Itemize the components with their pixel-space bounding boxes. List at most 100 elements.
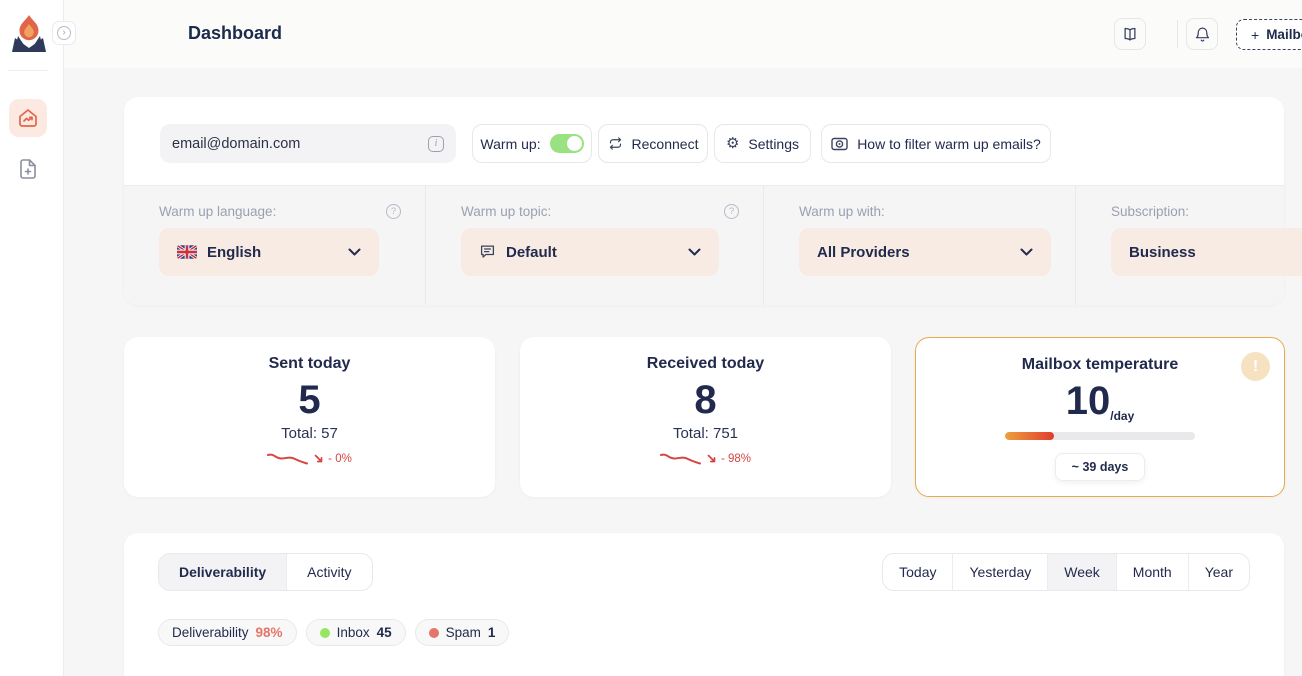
tab-deliverability[interactable]: Deliverability xyxy=(159,554,288,590)
warmup-language-label: Warm up language: xyxy=(159,204,277,219)
sidebar-item-add-template[interactable] xyxy=(11,152,45,186)
info-icon[interactable]: i xyxy=(428,135,444,152)
video-icon xyxy=(831,136,848,151)
warmup-language-select[interactable]: English xyxy=(159,228,379,276)
toggle-knob xyxy=(566,136,582,151)
chat-icon xyxy=(479,244,496,260)
sent-trend-text: - 0% xyxy=(328,452,352,465)
chevron-down-icon xyxy=(348,248,361,256)
settings-label: Settings xyxy=(748,135,800,152)
chevron-right-icon: › xyxy=(57,26,71,40)
column-warmup-topic: Warm up topic: ? Default xyxy=(425,186,763,305)
help-icon[interactable]: ? xyxy=(386,204,401,219)
sidebar: › xyxy=(0,0,76,676)
notifications-button[interactable] xyxy=(1186,18,1218,50)
received-today-value: 8 xyxy=(694,378,717,422)
panel-tabs: Deliverability Activity xyxy=(158,553,373,591)
temperature-value: 10 xyxy=(1065,379,1111,423)
reconnect-label: Reconnect xyxy=(631,135,699,152)
temperature-title: Mailbox temperature xyxy=(1021,356,1179,373)
warmup-with-value: All Providers xyxy=(817,243,910,261)
received-today-trend: - 98% xyxy=(520,452,891,465)
home-trend-icon xyxy=(17,107,39,129)
time-range-selector: Today Yesterday Week Month Year xyxy=(882,553,1250,591)
temperature-progress-track xyxy=(1005,432,1195,440)
add-mailbox-button[interactable]: + Mailbox xyxy=(1236,19,1302,50)
mailbox-config-card: email@domain.com i Warm up: Reconnect ⚙ … xyxy=(124,97,1302,305)
received-today-card: Received today 8 Total: 751 - 98% xyxy=(520,337,891,497)
temperature-progress-fill xyxy=(1005,432,1055,440)
sent-today-value: 5 xyxy=(298,378,321,422)
file-plus-icon xyxy=(16,157,40,181)
sent-today-total: Total: 57 xyxy=(281,425,338,442)
range-today[interactable]: Today xyxy=(899,564,937,580)
filter-help-label: How to filter warm up emails? xyxy=(857,135,1041,152)
app-logo-flame-icon xyxy=(8,11,50,55)
temperature-value-row: 10/day xyxy=(916,378,1284,424)
column-warmup-with: Warm up with: All Providers xyxy=(763,186,1075,305)
legend-inbox-chip[interactable]: Inbox 45 xyxy=(305,619,406,646)
warmup-with-label: Warm up with: xyxy=(799,204,885,219)
reconnect-button[interactable]: Reconnect xyxy=(598,124,708,163)
column-warmup-language: Warm up language: ? English xyxy=(124,186,425,305)
received-today-title: Received today xyxy=(646,355,765,372)
legend-inbox-label: Inbox xyxy=(336,625,370,640)
email-field[interactable]: email@domain.com i xyxy=(160,124,456,163)
email-value: email@domain.com xyxy=(172,135,301,152)
page-title: Dashboard xyxy=(188,23,283,43)
warmup-topic-label: Warm up topic: xyxy=(461,204,552,219)
sidebar-item-dashboard[interactable] xyxy=(9,99,47,137)
sent-today-card: Sent today 5 Total: 57 - 0% xyxy=(124,337,495,497)
warmup-topic-select[interactable]: Default xyxy=(461,228,719,276)
warmup-toggle[interactable] xyxy=(549,134,584,153)
range-year[interactable]: Year xyxy=(1187,554,1249,590)
chevron-down-icon xyxy=(688,248,701,256)
subscription-label: Subscription: xyxy=(1111,204,1190,219)
add-mailbox-label: Mailbox xyxy=(1266,27,1302,42)
analytics-panel: Deliverability Activity Today Yesterday … xyxy=(124,533,1284,676)
settings-button[interactable]: ⚙ Settings xyxy=(714,124,811,163)
range-month[interactable]: Month xyxy=(1115,554,1188,590)
uk-flag-icon xyxy=(177,245,197,259)
tab-activity[interactable]: Activity xyxy=(307,564,352,580)
help-icon[interactable]: ? xyxy=(724,204,739,219)
sparkline-down-icon xyxy=(267,452,309,465)
chevron-down-icon xyxy=(1020,248,1033,256)
plus-icon: + xyxy=(1251,26,1260,43)
warmup-label: Warm up: xyxy=(480,135,541,152)
spam-dot-icon xyxy=(428,627,439,638)
column-subscription: Subscription: Business xyxy=(1075,186,1302,305)
reconnect-icon xyxy=(608,136,623,151)
legend-spam-chip[interactable]: Spam 1 xyxy=(414,619,510,646)
sparkline-down-icon xyxy=(659,452,702,465)
mailbox-temperature-card: ! Mailbox temperature 10/day ~ 39 days xyxy=(915,337,1285,497)
legend-deliverability-label: Deliverability xyxy=(172,625,249,640)
temperature-eta-chip[interactable]: ~ 39 days xyxy=(1054,453,1146,481)
warmup-language-value: English xyxy=(207,243,262,261)
subscription-value: Business xyxy=(1129,243,1196,261)
sidebar-collapse-button[interactable]: › xyxy=(52,21,76,45)
sent-today-trend: - 0% xyxy=(124,452,495,465)
docs-button[interactable] xyxy=(1114,18,1146,50)
legend-spam-label: Spam xyxy=(445,625,481,640)
header-divider xyxy=(1177,20,1178,48)
legend-deliverability-chip[interactable]: Deliverability 98% xyxy=(158,619,297,646)
received-today-total: Total: 751 xyxy=(672,425,739,442)
bell-icon xyxy=(1194,26,1211,43)
subscription-select[interactable]: Business xyxy=(1111,228,1302,276)
sidebar-divider xyxy=(8,70,48,71)
legend-inbox-value: 45 xyxy=(376,625,392,640)
temperature-unit: /day xyxy=(1110,409,1135,423)
filter-help-button[interactable]: How to filter warm up emails? xyxy=(821,124,1051,163)
range-week[interactable]: Week xyxy=(1047,554,1116,590)
warning-icon[interactable]: ! xyxy=(1241,352,1270,381)
legend-spam-value: 1 xyxy=(487,625,496,640)
arrow-down-right-icon xyxy=(314,454,323,463)
gear-icon: ⚙ xyxy=(725,135,740,152)
legend-deliverability-value: 98% xyxy=(255,625,283,640)
warmup-settings-strip: Warm up language: ? English xyxy=(124,185,1302,305)
range-yesterday[interactable]: Yesterday xyxy=(952,554,1047,590)
book-icon xyxy=(1121,25,1139,43)
warmup-with-select[interactable]: All Providers xyxy=(799,228,1051,276)
